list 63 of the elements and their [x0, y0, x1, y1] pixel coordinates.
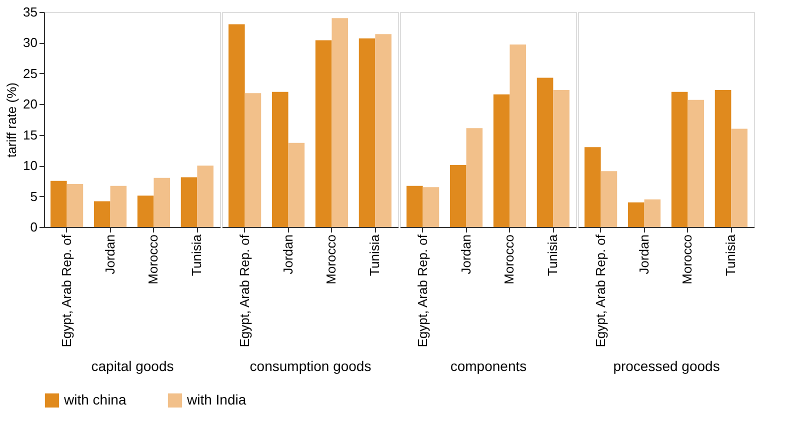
bar [688, 100, 704, 227]
x-tick-label: Tunisia [189, 234, 204, 276]
bar [244, 93, 262, 227]
bar [536, 78, 554, 227]
bar [553, 90, 570, 227]
y-tick-label: 35 [23, 4, 38, 20]
y-tick-label: 30 [23, 35, 38, 50]
legend-label: with china [63, 391, 126, 408]
bar [180, 177, 198, 227]
bar [110, 186, 127, 227]
bar [628, 202, 644, 227]
bar [332, 18, 348, 227]
bar [288, 142, 305, 227]
bar [154, 178, 170, 227]
bar [714, 90, 732, 227]
x-tick-label: Tunisia [723, 234, 738, 276]
x-tick-label: Tunisia [545, 234, 560, 276]
x-tick-label: Jordan [280, 234, 296, 274]
bar [584, 147, 601, 227]
y-tick-label: 25 [23, 66, 38, 81]
y-tick-label: 0 [30, 220, 38, 234]
bar [510, 44, 526, 227]
bar [66, 184, 84, 227]
bar [137, 196, 154, 227]
x-tick-label: Egypt, Arab Rep. of [58, 234, 74, 348]
x-tick-label: Morocco [324, 234, 339, 284]
bar [228, 24, 245, 227]
x-tick-label: Egypt, Arab Rep. of [414, 234, 430, 348]
bar [272, 92, 288, 227]
bar [731, 128, 748, 227]
bar [493, 94, 510, 227]
y-tick-label: 5 [30, 188, 38, 204]
y-tick-label: 10 [23, 158, 38, 174]
bar [375, 34, 392, 227]
y-axis-title: tariff rate (%) [4, 82, 20, 158]
bar [315, 40, 332, 227]
bar [422, 187, 440, 227]
bar [600, 171, 618, 227]
bar [94, 201, 110, 227]
x-axis-title: capital goods [91, 358, 174, 374]
x-tick-label: Egypt, Arab Rep. of [236, 234, 252, 348]
bar [406, 186, 423, 227]
x-tick-label: Jordan [458, 234, 474, 274]
x-tick-label: Morocco [502, 234, 517, 284]
x-tick-label: Jordan [636, 234, 652, 274]
bar [197, 166, 214, 227]
bar [671, 92, 688, 227]
x-tick-label: Morocco [146, 234, 161, 284]
x-axis-title: components [450, 358, 527, 374]
legend-label: with India [186, 391, 246, 408]
bar [450, 164, 466, 227]
y-tick-label: 20 [23, 96, 38, 112]
bar [50, 180, 67, 227]
x-tick-label: Jordan [102, 234, 118, 274]
x-axis-title: consumption goods [250, 358, 372, 374]
x-tick-label: Egypt, Arab Rep. of [592, 234, 608, 348]
x-tick-label: Morocco [680, 234, 695, 284]
bar [644, 199, 661, 227]
bar [358, 38, 376, 227]
bar [466, 128, 483, 227]
y-tick-label: 15 [23, 127, 38, 142]
x-tick-label: Tunisia [367, 234, 382, 276]
x-axis-title: processed goods [613, 358, 720, 374]
